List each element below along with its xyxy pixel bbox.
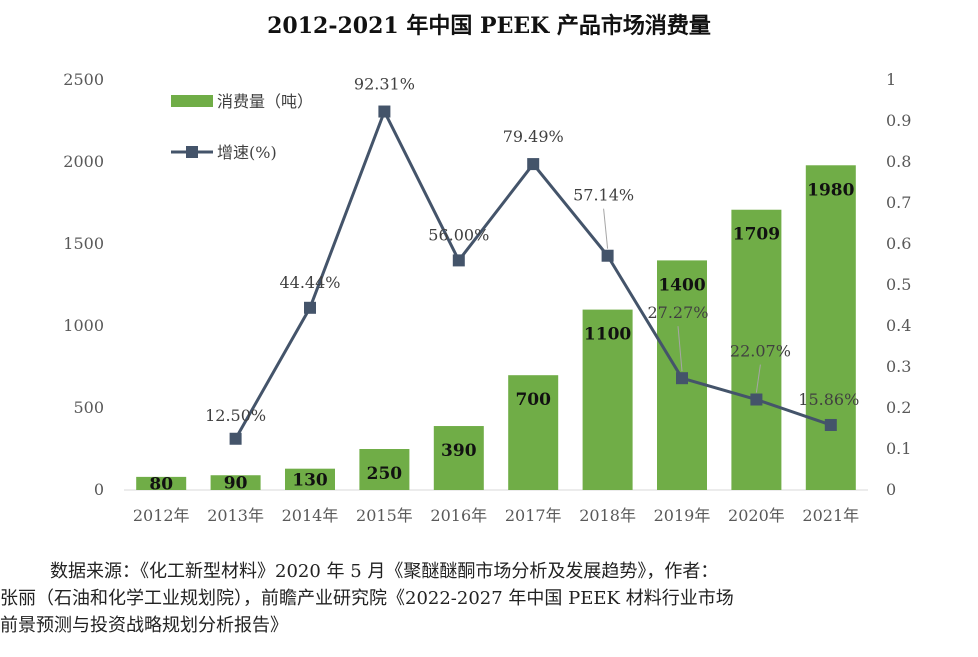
growth-value-label: 12.50% [205,406,266,425]
x-tick-label: 2019年 [654,506,711,525]
bar-value-label: 390 [441,441,477,461]
x-tick-label: 2015年 [356,506,413,525]
growth-value-label: 79.49% [503,127,564,146]
source-note-line-1: 数据来源：《化工新型材料》2020 年 5 月《聚醚醚酮市场分析及发展趋势》，作… [50,561,719,582]
legend-line-label: 增速(%) [217,143,277,162]
growth-value-label: 22.07% [730,342,791,361]
x-tick-label: 2012年 [133,506,190,525]
x-tick-label: 2014年 [282,506,339,525]
growth-value-label: 44.44% [279,273,340,292]
growth-value-label: 56.00% [428,225,489,244]
bar [582,309,633,490]
growth-marker [750,393,763,406]
growth-marker [229,432,242,445]
chart-canvas: 0 500 1000 1500 2000 2500 0 0.1 0.2 0.3 0.4 0.5 0.6 0… [63,70,911,525]
x-tick-label: 2017年 [505,506,562,525]
y-right-tick-label: 0.4 [886,316,911,335]
bar [508,375,559,490]
bar [136,476,187,490]
y-right-tick-label: 0.5 [886,275,911,294]
y-right-tick-label: 0.9 [886,111,911,130]
y-left-tick-label: 2000 [63,152,104,171]
x-tick-label: 2020年 [728,506,785,525]
growth-marker [527,158,540,171]
bar [433,426,484,490]
bar-value-label: 90 [224,474,248,494]
chart-title: 2012-2021 年中国 PEEK 产品市场消费量 [267,13,711,39]
growth-marker [304,301,316,314]
y-right-tick-label: 0.8 [886,152,911,171]
source-note-line-3: 前景预测与投资战略规划分析报告》 [0,615,288,636]
x-tick-label: 2018年 [579,506,636,525]
x-tick-label: 2016年 [430,506,487,525]
bar-value-label: 1709 [733,225,780,245]
y-right-tick-label: 0 [886,480,896,499]
growth-marker [676,372,688,385]
bar [805,165,856,490]
source-note: 数据来源：《化工新型材料》2020 年 5 月《聚醚醚酮市场分析及发展趋势》，作… [0,558,970,639]
growth-value-label: 92.31% [354,75,415,94]
bar-value-label: 250 [367,464,403,484]
legend-bar-label: 消费量（吨） [217,92,313,111]
legend-line-marker [186,146,198,158]
growth-marker [452,254,465,267]
y-left-tick-label: 1500 [63,234,104,253]
y-left-tick-label: 1000 [63,316,104,335]
bar [210,475,261,490]
bar [731,209,782,490]
y-right-tick-label: 1 [886,70,896,89]
y-left-tick-label: 500 [73,398,104,417]
y-left-tick-label: 0 [94,480,104,499]
growth-marker [824,418,837,431]
y-right-tick-label: 0.7 [886,193,911,212]
growth-label-leader [677,326,683,372]
x-tick-label: 2013年 [207,506,264,525]
growth-marker [601,249,614,262]
bar [285,468,335,490]
legend-bar-swatch [171,95,213,107]
y-left-tick-label: 2500 [63,70,104,89]
y-right-tick-label: 0.1 [886,439,911,458]
bar-value-label: 80 [149,474,173,494]
bar-value-label: 1400 [658,275,705,295]
y-right-tick-label: 0.6 [886,234,911,253]
source-note-line-2: 张丽（石油和化学工业规划院），前瞻产业研究院《2022-2027 年中国 PEE… [0,588,734,609]
growth-value-label: 27.27% [647,303,708,322]
growth-value-label: 15.86% [798,390,859,409]
growth-label-leader [755,364,761,393]
bar-value-label: 1980 [807,180,854,200]
bar-value-label: 1100 [584,325,631,345]
y-right-tick-label: 0.2 [886,398,911,417]
growth-label-leader [603,208,609,249]
growth-value-label: 57.14% [573,186,634,205]
bar-value-label: 700 [515,390,551,410]
bar [359,449,410,490]
y-right-tick-label: 0.3 [886,357,911,376]
growth-marker [378,105,391,118]
x-tick-label: 2021年 [802,506,859,525]
bar-value-label: 130 [292,470,328,490]
